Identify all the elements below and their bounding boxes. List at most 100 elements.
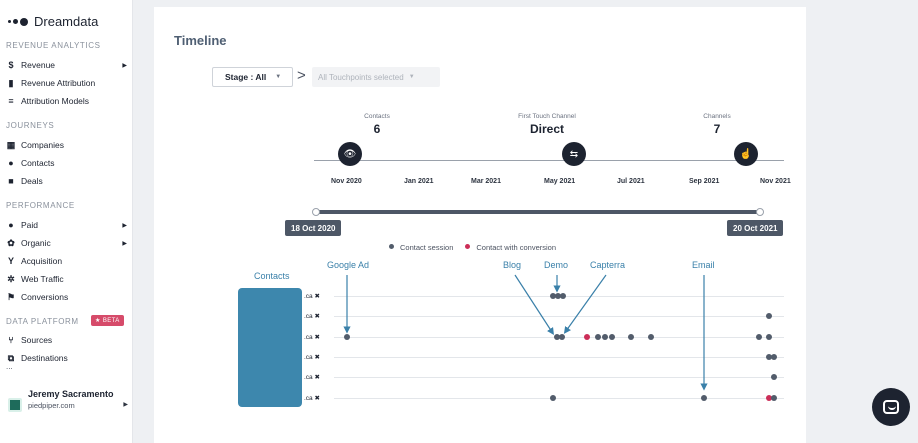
contact-row-tag[interactable]: .ca ✖ [304,334,320,341]
date-range-slider[interactable] [316,210,762,214]
range-start-handle[interactable] [312,208,320,216]
sidebar-item-acquisition[interactable]: Y Acquisition [6,254,127,268]
sidebar-item-companies[interactable]: ▦ Companies [6,138,127,152]
sidebar-item-deals[interactable]: ■ Deals [6,174,127,188]
contacts-redacted-block [238,288,302,407]
sidebar-item-label: Attribution Models [21,96,90,106]
check-circle-icon: ● [8,220,14,230]
section-title-data-platform: DATA PLATFORM [6,317,79,326]
conversion-point[interactable] [584,334,590,340]
sidebar-item-paid[interactable]: ● Paid ▶ [6,218,127,232]
chevron-right-icon: ▶ [122,62,127,69]
sidebar-item-contacts[interactable]: ● Contacts [6,156,127,170]
session-point[interactable] [701,395,707,401]
session-point[interactable] [550,395,556,401]
conversion-point[interactable] [766,395,772,401]
chevron-right-icon: ▶ [123,402,128,408]
stat-value: Direct [529,122,564,136]
chevron-right-icon: > [297,67,306,84]
session-point[interactable] [560,293,566,299]
stat-label: Contacts [364,113,390,120]
contact-row-tag[interactable]: .ca ✖ [304,313,320,320]
chevron-down-icon: ▼ [408,74,415,80]
session-point[interactable] [602,334,608,340]
org-avatar [8,398,22,412]
chat-launcher[interactable] [872,388,910,426]
sidebar-item-conversions[interactable]: ⚑ Conversions [6,290,127,304]
eye-icon[interactable]: 👁 [338,142,362,166]
sidebar-item-revenue[interactable]: $ Revenue ▶ [6,58,127,72]
chat-icon [883,400,899,414]
stat-contacts: Contacts 6 [350,113,404,136]
sidebar-item-attribution-models[interactable]: ≡ Attribution Models [6,94,127,108]
row-gridline [334,377,784,378]
brand-name: Dreamdata [34,14,99,29]
more-indicator: ... [6,362,13,371]
contact-row-tag[interactable]: .ca ✖ [304,374,320,381]
annotation-capterra: Capterra [590,260,626,270]
annotation-blog: Blog [503,260,522,270]
timeline-month: Jan 2021 [404,178,434,185]
fork-icon: Y [7,256,14,266]
sidebar-item-label: Web Traffic [21,274,64,284]
sidebar-item-revenue-attribution[interactable]: ▮ Revenue Attribution [6,76,127,90]
session-point[interactable] [648,334,654,340]
row-gridline [334,398,784,399]
stat-channels: Channels 7 [690,113,744,136]
annotation-demo: Demo [544,260,569,270]
contact-row-tag[interactable]: .ca ✖ [304,354,320,361]
legend-label: Contact session [400,243,454,252]
stage-select-value: Stage : All [225,72,267,82]
session-point[interactable] [550,293,556,299]
conversion-dot-icon [465,244,471,249]
direct-channel-icon[interactable]: ⇆ [562,142,586,166]
sidebar-item-label: Acquisition [21,256,63,266]
touchpoints-select[interactable]: All Touchpoints selected ▼ [312,67,440,87]
row-gridline [334,357,784,358]
sidebar-item-web-traffic[interactable]: ✲ Web Traffic [6,272,127,286]
annotation-email: Email [692,260,715,270]
session-point[interactable] [609,334,615,340]
legend-conversion: Contact with conversion [465,243,556,252]
session-point[interactable] [766,334,772,340]
arrow-blog [514,274,554,336]
user-menu[interactable]: Jeremy Sacramento piedpiper.com ▶ [8,389,128,412]
briefcase-icon: ■ [8,176,14,186]
gear-icon: ✿ [7,237,15,248]
brand-logo[interactable]: Dreamdata [8,14,98,29]
sidebar-item-label: Sources [21,335,53,345]
timeline-month: Mar 2021 [471,178,501,185]
session-point[interactable] [756,334,762,340]
contact-row-tag[interactable]: .ca ✖ [304,293,320,300]
sidebar-item-label: Companies [21,140,64,150]
session-point[interactable] [771,374,777,380]
chevron-right-icon: ▶ [122,222,127,229]
session-point[interactable] [771,395,777,401]
session-point[interactable] [766,354,772,360]
stat-first-touch-channel: First Touch Channel Direct [492,113,602,136]
annotation-google-ad: Google Ad [327,260,370,270]
sidebar-item-label: Deals [21,176,43,186]
contact-row-tag[interactable]: .ca ✖ [304,395,320,402]
session-point[interactable] [595,334,601,340]
session-point[interactable] [554,334,560,340]
session-point[interactable] [771,354,777,360]
sidebar-item-organic[interactable]: ✿ Organic ▶ [6,236,127,250]
annotation-arrows [343,274,708,391]
sidebar-item-destinations[interactable]: ⧉ Destinations [6,351,127,365]
destinations-icon: ⧉ [7,352,15,363]
session-point[interactable] [559,334,565,340]
session-point[interactable] [344,334,350,340]
session-point[interactable] [555,293,561,299]
range-end-handle[interactable] [756,208,764,216]
sidebar-item-sources[interactable]: ⑂ Sources [6,333,127,347]
session-point[interactable] [628,334,634,340]
sidebar-item-label: Revenue Attribution [21,78,96,88]
stat-value: 7 [713,122,721,136]
stat-label: Channels [703,113,731,120]
session-point[interactable] [766,313,772,319]
timeline-month: Sep 2021 [689,178,720,185]
hand-cursor-icon[interactable]: ☝ [734,142,758,166]
stage-select[interactable]: Stage : All ▼ [212,67,293,87]
building-icon: ▦ [6,139,16,150]
